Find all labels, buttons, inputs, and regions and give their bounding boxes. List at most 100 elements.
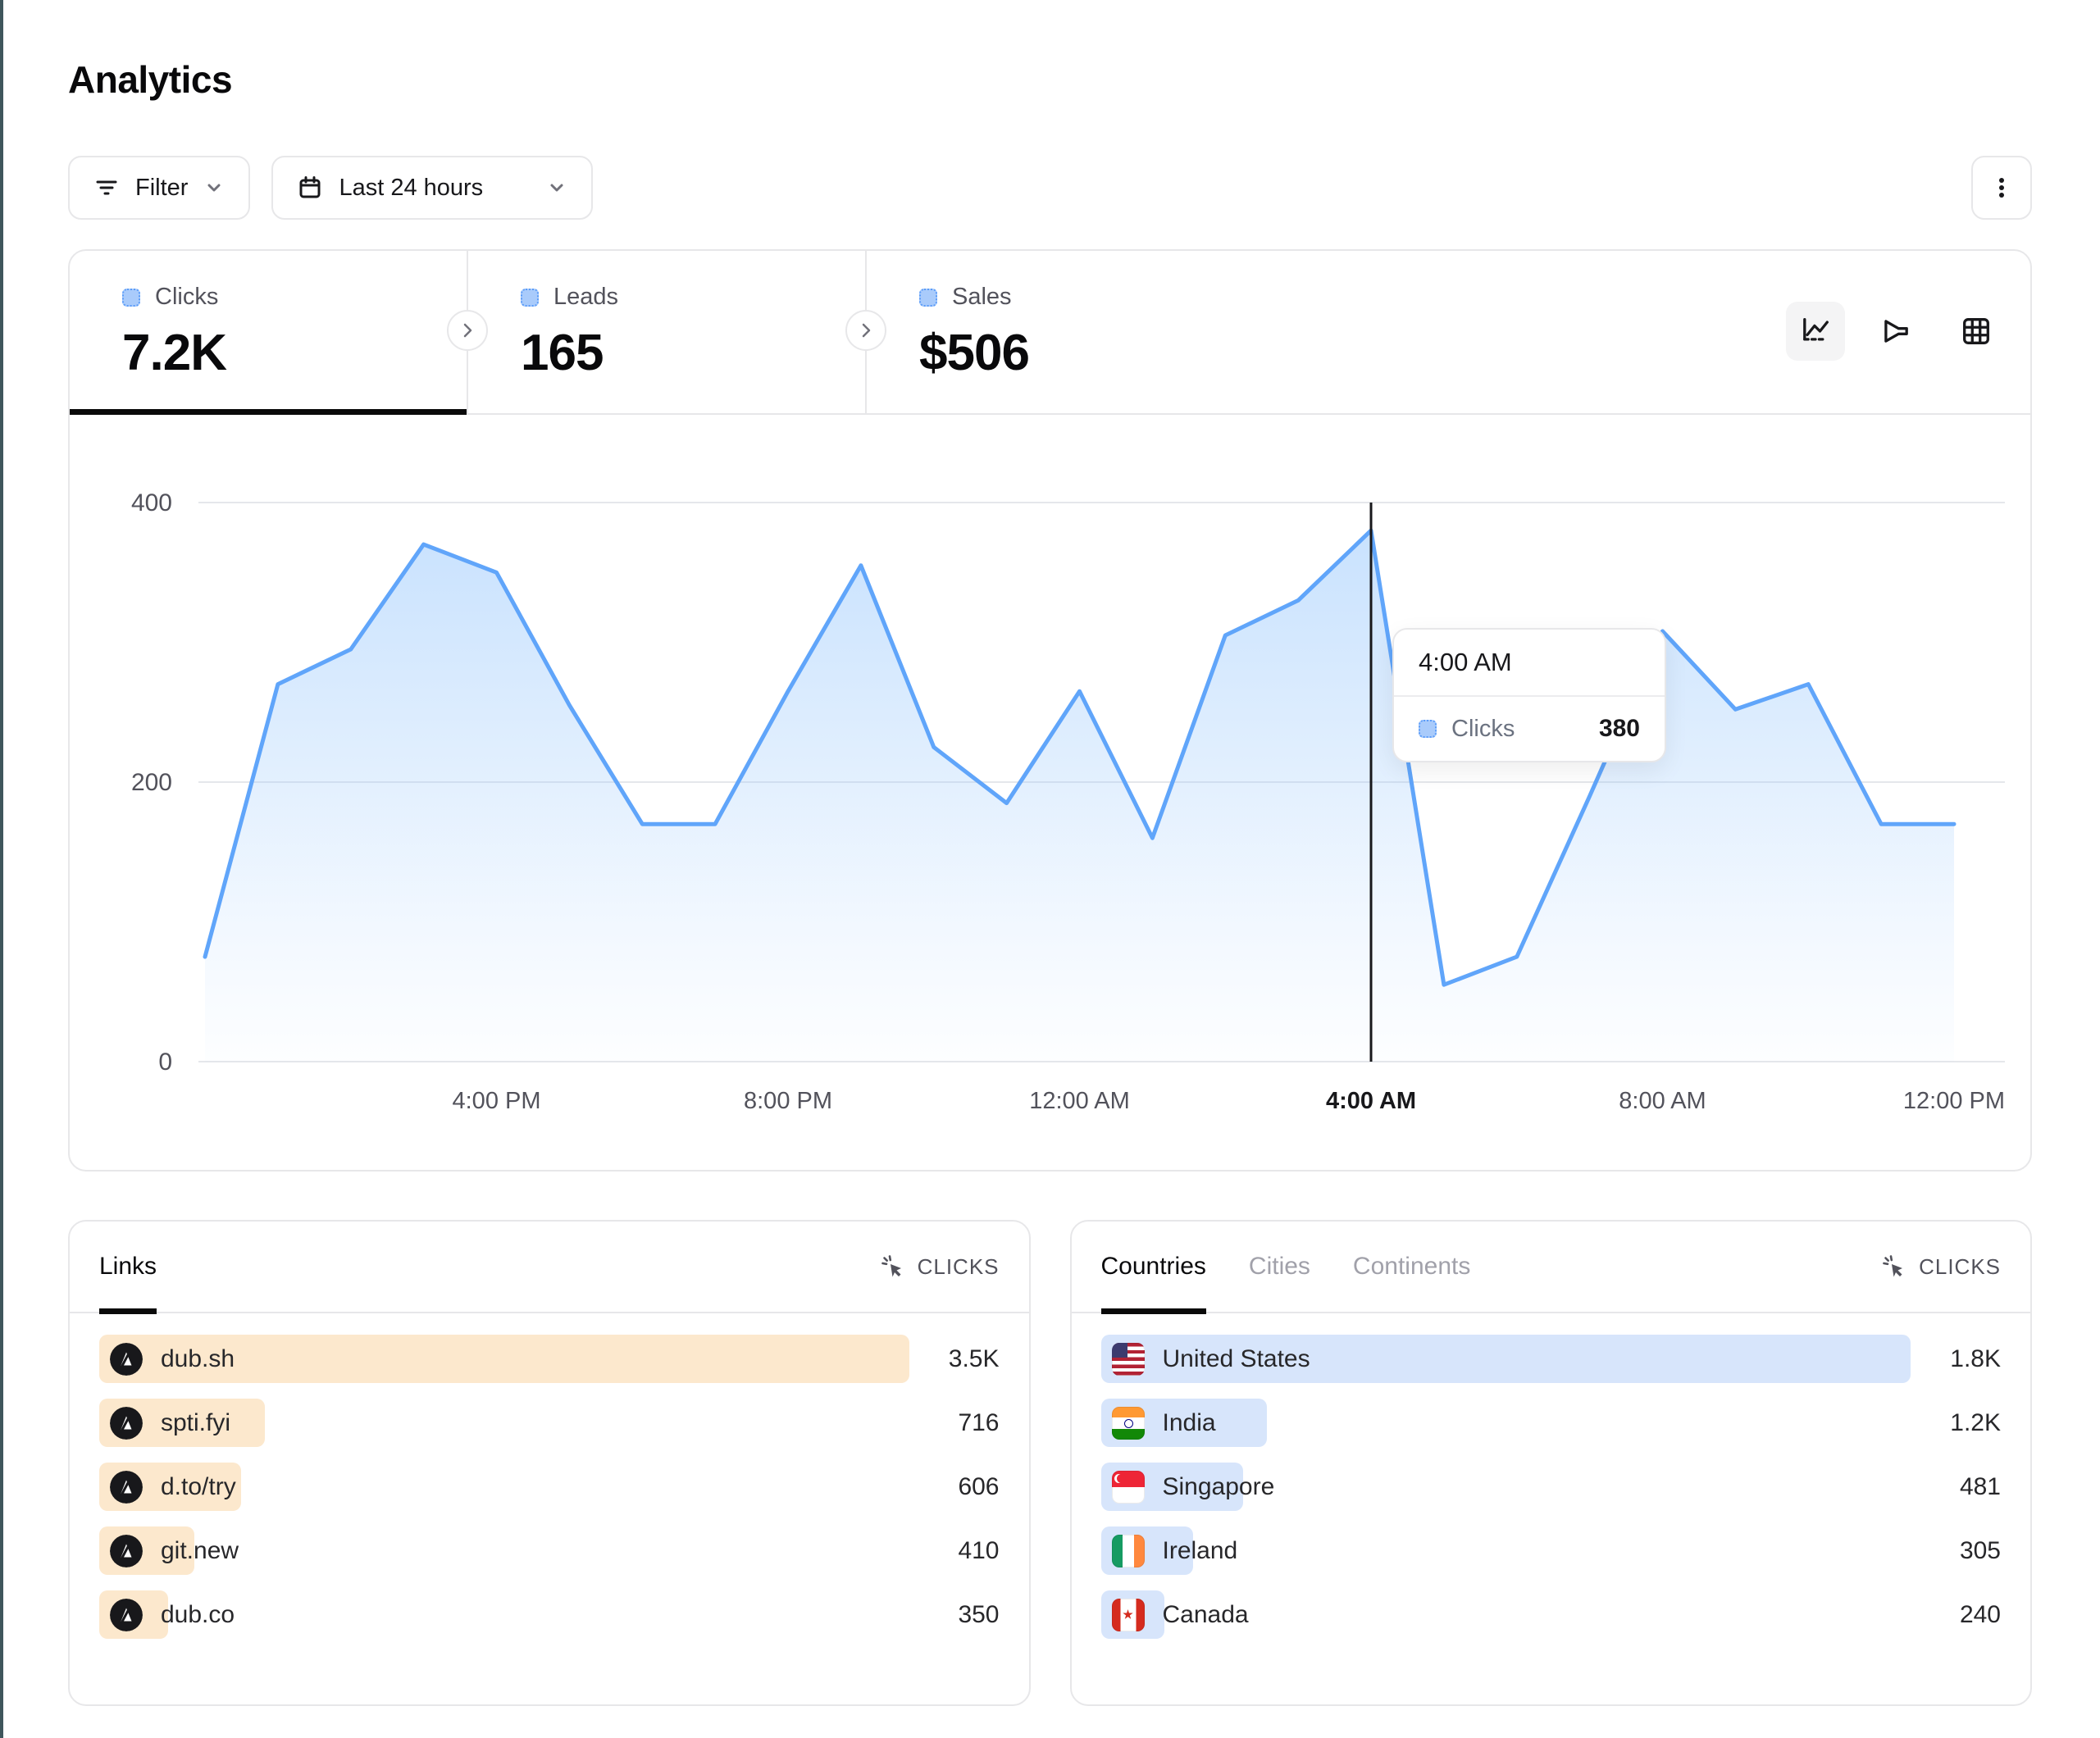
y-tick-label: 200 [131,769,172,796]
row-label: d.to/try [161,1472,236,1500]
row-value: 350 [958,1600,1000,1628]
link-row[interactable]: git.new 410 [99,1526,1000,1575]
flag-us-icon [1111,1342,1145,1376]
y-tick-label: 0 [158,1049,172,1076]
bar-track: spti.fyi [99,1399,909,1447]
row-content: Canada [1101,1590,1911,1639]
date-range-label: Last 24 hours [339,174,484,201]
country-row[interactable]: United States 1.8K [1100,1335,2001,1383]
row-content: git.new [99,1526,909,1575]
countries-list: United States 1.8K India 1.2K Singapore 481 Ir… [1072,1313,2031,1639]
stat-value: $506 [919,325,1030,381]
clicks-line-series [203,528,1957,987]
dub-favicon-icon [110,1342,143,1376]
tab-cities[interactable]: Cities [1249,1221,1310,1313]
stat-label: Sales [952,284,1012,310]
row-content: d.to/try [99,1463,909,1511]
clicks-area-chart: 0 200 400 4:00 PM 8:00 PM 12:00 AM 4:00 AM 8:00… [70,415,2030,1170]
stat-tab-sales[interactable]: Sales $506 [867,251,1265,413]
row-label: Singapore [1162,1472,1275,1500]
row-value: 305 [1959,1536,2001,1564]
toolbar-filters: Filter Last 24 hours [68,156,594,220]
flag-in-icon [1111,1406,1145,1440]
toolbar: Filter Last 24 hours [68,156,2032,220]
funnel-icon [1878,313,1914,349]
funnel-view-button[interactable] [1866,302,1925,361]
clicks-legend-swatch [122,288,140,307]
stat-tab-leads[interactable]: Leads 165 [468,251,886,413]
chevron-down-icon [545,176,568,199]
bar-track: Ireland [1100,1526,1911,1575]
cursor-click-icon [1881,1253,1907,1280]
tooltip-legend-swatch [1419,720,1437,738]
stat-value: 165 [521,325,604,381]
row-content: United States [1101,1335,1911,1383]
row-label: git.new [161,1536,239,1564]
link-row[interactable]: spti.fyi 716 [99,1399,1000,1447]
stats-tabs-row: Clicks 7.2K Leads 165 [70,251,2030,415]
row-value: 410 [958,1536,1000,1564]
row-content: spti.fyi [99,1399,909,1447]
leaderboard-panels: Links CLICKS dub.sh 3.5K spti.fyi 716 d.to/t… [68,1220,2032,1706]
row-value: 1.8K [1950,1344,2001,1372]
countries-panel: Countries Cities Continents CLICKS Unite… [1069,1220,2032,1706]
country-row[interactable]: Canada 240 [1100,1590,2001,1639]
tab-continents[interactable]: Continents [1353,1221,1470,1313]
chevron-down-icon [203,176,225,199]
bar-track: d.to/try [99,1463,909,1511]
y-tick-label: 400 [131,489,172,516]
country-row[interactable]: Singapore 481 [1100,1463,2001,1511]
link-row[interactable]: dub.sh 3.5K [99,1335,1000,1383]
stat-tab-clicks[interactable]: Clicks 7.2K [70,251,488,415]
links-metric-toggle[interactable]: CLICKS [880,1253,1000,1280]
row-value: 240 [1959,1600,2001,1628]
row-label: dub.co [161,1600,235,1628]
row-content: Singapore [1101,1463,1911,1511]
sales-legend-swatch [919,288,937,307]
link-row[interactable]: dub.co 350 [99,1590,1000,1639]
row-value: 716 [958,1408,1000,1436]
line-chart-view-button[interactable] [1786,302,1845,361]
expand-leads-button[interactable] [447,310,488,351]
row-label: dub.sh [161,1344,235,1372]
country-row[interactable]: Ireland 305 [1100,1526,2001,1575]
row-value: 3.5K [948,1344,1000,1372]
tooltip-series-label: Clicks [1451,715,1515,742]
filter-button[interactable]: Filter [68,156,251,220]
chart-plot: 0 200 400 4:00 PM 8:00 PM 12:00 AM 4:00 AM 8:00… [131,489,2005,1114]
filter-icon [93,174,121,202]
tab-countries[interactable]: Countries [1100,1221,1207,1314]
dub-favicon-icon [110,1470,143,1504]
link-row[interactable]: d.to/try 606 [99,1463,1000,1511]
filter-button-label: Filter [135,174,189,201]
value-bar [99,1335,909,1383]
more-options-button[interactable] [1971,156,2032,220]
row-label: spti.fyi [161,1408,231,1436]
tab-links[interactable]: Links [99,1221,157,1314]
dub-favicon-icon [110,1598,143,1631]
tooltip-value: 380 [1598,715,1640,742]
x-tick-label: 12:00 AM [1029,1088,1130,1114]
row-label: India [1162,1408,1216,1436]
kebab-menu-icon [1988,174,2016,202]
window-edge-accent [0,0,3,1738]
row-label: Ireland [1162,1536,1238,1564]
x-tick-label: 8:00 PM [744,1088,832,1114]
row-value: 481 [1959,1472,2001,1500]
countries-metric-toggle[interactable]: CLICKS [1881,1253,2001,1280]
flag-ca-icon [1111,1598,1145,1631]
row-content: dub.sh [99,1335,909,1383]
x-tick-label: 12:00 PM [1903,1088,2005,1114]
bar-track: United States [1100,1335,1911,1383]
page-title: Analytics [68,58,233,101]
table-view-button[interactable] [1947,302,2006,361]
dub-favicon-icon [110,1406,143,1440]
date-range-button[interactable]: Last 24 hours [271,156,594,220]
expand-sales-button[interactable] [845,310,886,351]
country-row[interactable]: India 1.2K [1100,1399,2001,1447]
links-metric-label: CLICKS [917,1253,1000,1279]
leads-legend-swatch [521,288,539,307]
stat-label: Leads [553,284,619,310]
flag-ie-icon [1111,1534,1145,1567]
